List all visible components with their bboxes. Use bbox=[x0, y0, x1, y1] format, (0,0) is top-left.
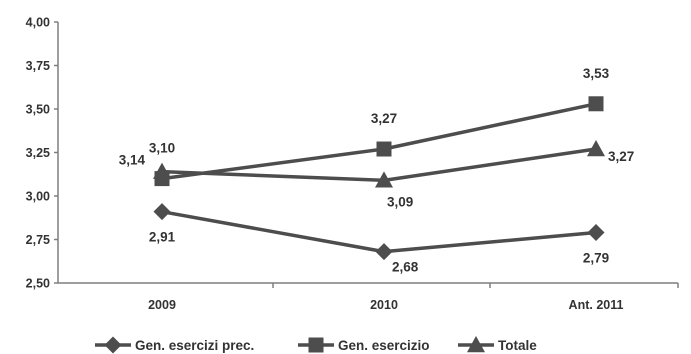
chart-axes: 2,50 2,75 3,00 3,25 3,50 3,75 4,00 2009 2010 Ant.… bbox=[26, 16, 679, 312]
series-1-marker bbox=[153, 203, 171, 221]
y-tick-label: 4,00 bbox=[26, 16, 50, 30]
data-label: 3,27 bbox=[608, 149, 634, 164]
legend-item-1: Gen. esercizi prec. bbox=[95, 336, 254, 354]
series-1-marker bbox=[587, 224, 605, 242]
series-3-marker bbox=[375, 171, 393, 188]
data-label: 3,53 bbox=[583, 66, 610, 81]
legend-label: Totale bbox=[498, 338, 537, 353]
legend-marker bbox=[308, 337, 324, 353]
data-label: 2,68 bbox=[392, 260, 419, 275]
series-3-marker bbox=[587, 140, 605, 157]
x-tick-label: 2010 bbox=[370, 298, 398, 312]
y-tick-label: 3,00 bbox=[26, 190, 50, 204]
series-3-marker bbox=[153, 162, 171, 179]
y-tick-label: 3,25 bbox=[26, 146, 50, 160]
legend-item-2: Gen. esercizio bbox=[298, 337, 430, 353]
legend-label: Gen. esercizi prec. bbox=[135, 338, 254, 353]
data-label: 3,10 bbox=[149, 141, 175, 156]
data-label: 2,79 bbox=[583, 251, 609, 266]
data-label: 3,14 bbox=[119, 153, 146, 168]
y-tick-label: 2,75 bbox=[26, 233, 50, 247]
series-line-1 bbox=[161, 209, 597, 254]
y-tick-label: 2,50 bbox=[26, 277, 50, 291]
data-label: 3,27 bbox=[371, 111, 397, 126]
legend: Gen. esercizi prec. Gen. esercizio Totale bbox=[95, 336, 537, 354]
data-label: 3,09 bbox=[387, 194, 413, 209]
y-tick-label: 3,50 bbox=[26, 103, 50, 117]
legend-item-3: Totale bbox=[458, 336, 537, 353]
legend-marker bbox=[104, 336, 122, 354]
series-markers bbox=[153, 96, 605, 261]
series-2-marker bbox=[588, 96, 604, 112]
y-tick-label: 3,75 bbox=[26, 59, 50, 73]
legend-label: Gen. esercizio bbox=[338, 338, 430, 353]
x-tick-label: 2009 bbox=[148, 298, 176, 312]
legend-marker bbox=[467, 336, 485, 353]
data-label: 2,91 bbox=[149, 230, 176, 245]
data-labels: 2,91 2,68 2,79 3,10 3,27 3,53 3,14 3,09 3,27 bbox=[119, 66, 635, 275]
x-tick-label: Ant. 2011 bbox=[569, 298, 624, 312]
series-1-marker bbox=[375, 243, 393, 261]
series-2-marker bbox=[376, 141, 392, 157]
